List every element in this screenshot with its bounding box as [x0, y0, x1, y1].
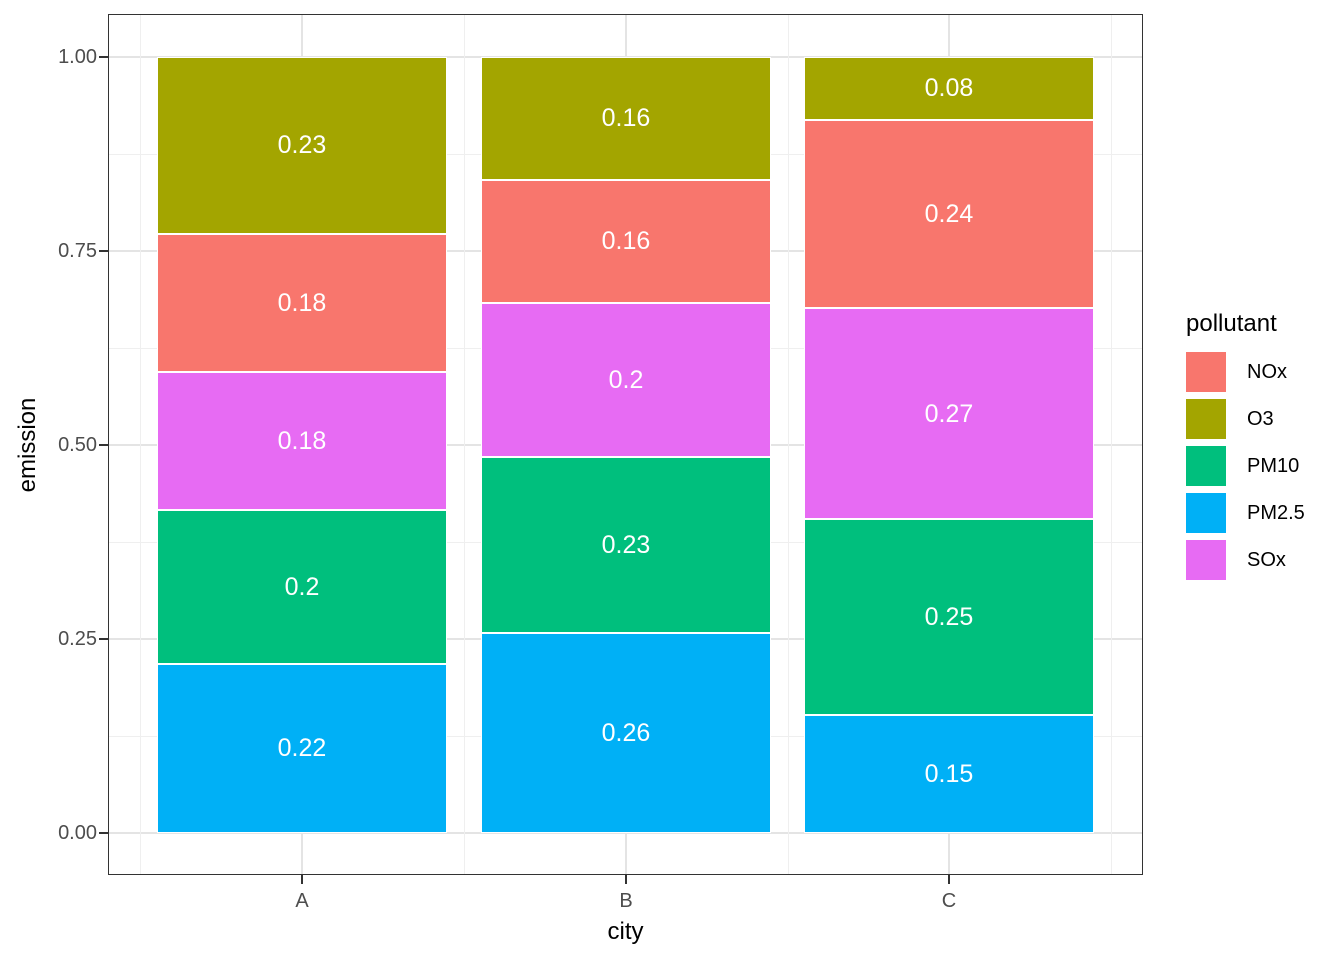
bar-segment-B-NOx	[481, 179, 771, 303]
x-axis-tick	[948, 875, 950, 884]
bar-label-C-O3: 0.08	[924, 74, 974, 103]
y-tick-label: 0.25	[58, 628, 97, 650]
bar-label-B-O3: 0.16	[601, 104, 651, 133]
gridline-minor-x	[139, 14, 141, 875]
legend-item-PM2.5: PM2.5	[1186, 493, 1305, 533]
bar-label-C-PM2.5: 0.15	[924, 760, 974, 789]
bar-segment-A-NOx	[157, 233, 447, 372]
legend-label: NOx	[1247, 361, 1287, 383]
x-axis-tick	[625, 875, 627, 884]
x-axis-title: city	[607, 918, 644, 945]
legend-item-O3: O3	[1186, 399, 1305, 439]
legend: pollutant NOx O3 PM10 PM2.5 SOx	[1186, 310, 1305, 587]
legend-label: SOx	[1247, 549, 1286, 571]
legend-key-swatch	[1186, 540, 1226, 580]
bar-segment-C-SOx	[804, 307, 1094, 520]
bar-segment-A-PM10	[157, 510, 447, 664]
y-tick-label: 0.00	[58, 822, 97, 844]
bar-label-A-O3: 0.23	[277, 131, 327, 160]
x-tick-label: C	[941, 890, 957, 912]
bar-segment-C-PM10	[804, 519, 1094, 716]
legend-key-swatch	[1186, 399, 1226, 439]
bar-label-C-NOx: 0.24	[924, 199, 974, 228]
bar-label-A-SOx: 0.18	[277, 427, 327, 456]
x-tick-label: B	[619, 890, 633, 912]
y-axis-tick	[99, 444, 108, 446]
legend-item-SOx: SOx	[1186, 540, 1305, 580]
bar-segment-A-O3	[157, 57, 447, 234]
gridline-minor-x	[463, 14, 465, 875]
bar-label-A-PM10: 0.2	[284, 573, 320, 602]
bar-label-B-PM10: 0.23	[601, 530, 651, 559]
y-axis-tick	[99, 250, 108, 252]
legend-key-swatch	[1186, 493, 1226, 533]
legend-label: PM10	[1247, 455, 1300, 477]
bar-segment-C-NOx	[804, 119, 1094, 308]
legend-key-swatch	[1186, 352, 1226, 392]
x-axis-tick	[301, 875, 303, 884]
gridline-minor-x	[787, 14, 789, 875]
legend-title: pollutant	[1186, 310, 1277, 337]
bar-segment-B-PM10	[481, 456, 771, 634]
bar-label-B-PM2.5: 0.26	[601, 719, 651, 748]
bar-label-A-NOx: 0.18	[277, 288, 327, 317]
bar-label-A-PM2.5: 0.22	[277, 734, 327, 763]
y-axis-title: emission	[14, 397, 41, 493]
y-axis-tick	[99, 56, 108, 58]
bar-segment-B-PM2.5	[481, 633, 771, 833]
bar-segment-A-SOx	[157, 372, 447, 511]
y-tick-label: 1.00	[58, 46, 97, 68]
gridline-minor-x	[1110, 14, 1112, 875]
bar-segment-B-SOx	[481, 302, 771, 457]
legend-item-NOx: NOx	[1186, 352, 1305, 392]
bar-segment-A-PM2.5	[157, 663, 447, 833]
x-tick-label: A	[295, 890, 309, 912]
legend-item-PM10: PM10	[1186, 446, 1305, 486]
plot-panel-border	[108, 14, 1143, 875]
legend-items: NOx O3 PM10 PM2.5 SOx	[1186, 352, 1305, 580]
bar-label-B-NOx: 0.16	[601, 227, 651, 256]
legend-label: O3	[1247, 408, 1274, 430]
y-axis-tick	[99, 832, 108, 834]
y-axis-tick	[99, 638, 108, 640]
y-tick-label: 0.75	[58, 240, 97, 262]
bar-label-C-PM10: 0.25	[924, 603, 974, 632]
bar-segment-C-PM2.5	[804, 715, 1094, 833]
bar-label-B-SOx: 0.2	[608, 365, 644, 394]
legend-label: PM2.5	[1247, 502, 1305, 524]
legend-key-swatch	[1186, 446, 1226, 486]
bar-segment-B-O3	[481, 57, 771, 180]
bar-segment-C-O3	[804, 57, 1094, 120]
bar-label-C-SOx: 0.27	[924, 399, 974, 428]
y-tick-label: 0.50	[58, 434, 97, 456]
